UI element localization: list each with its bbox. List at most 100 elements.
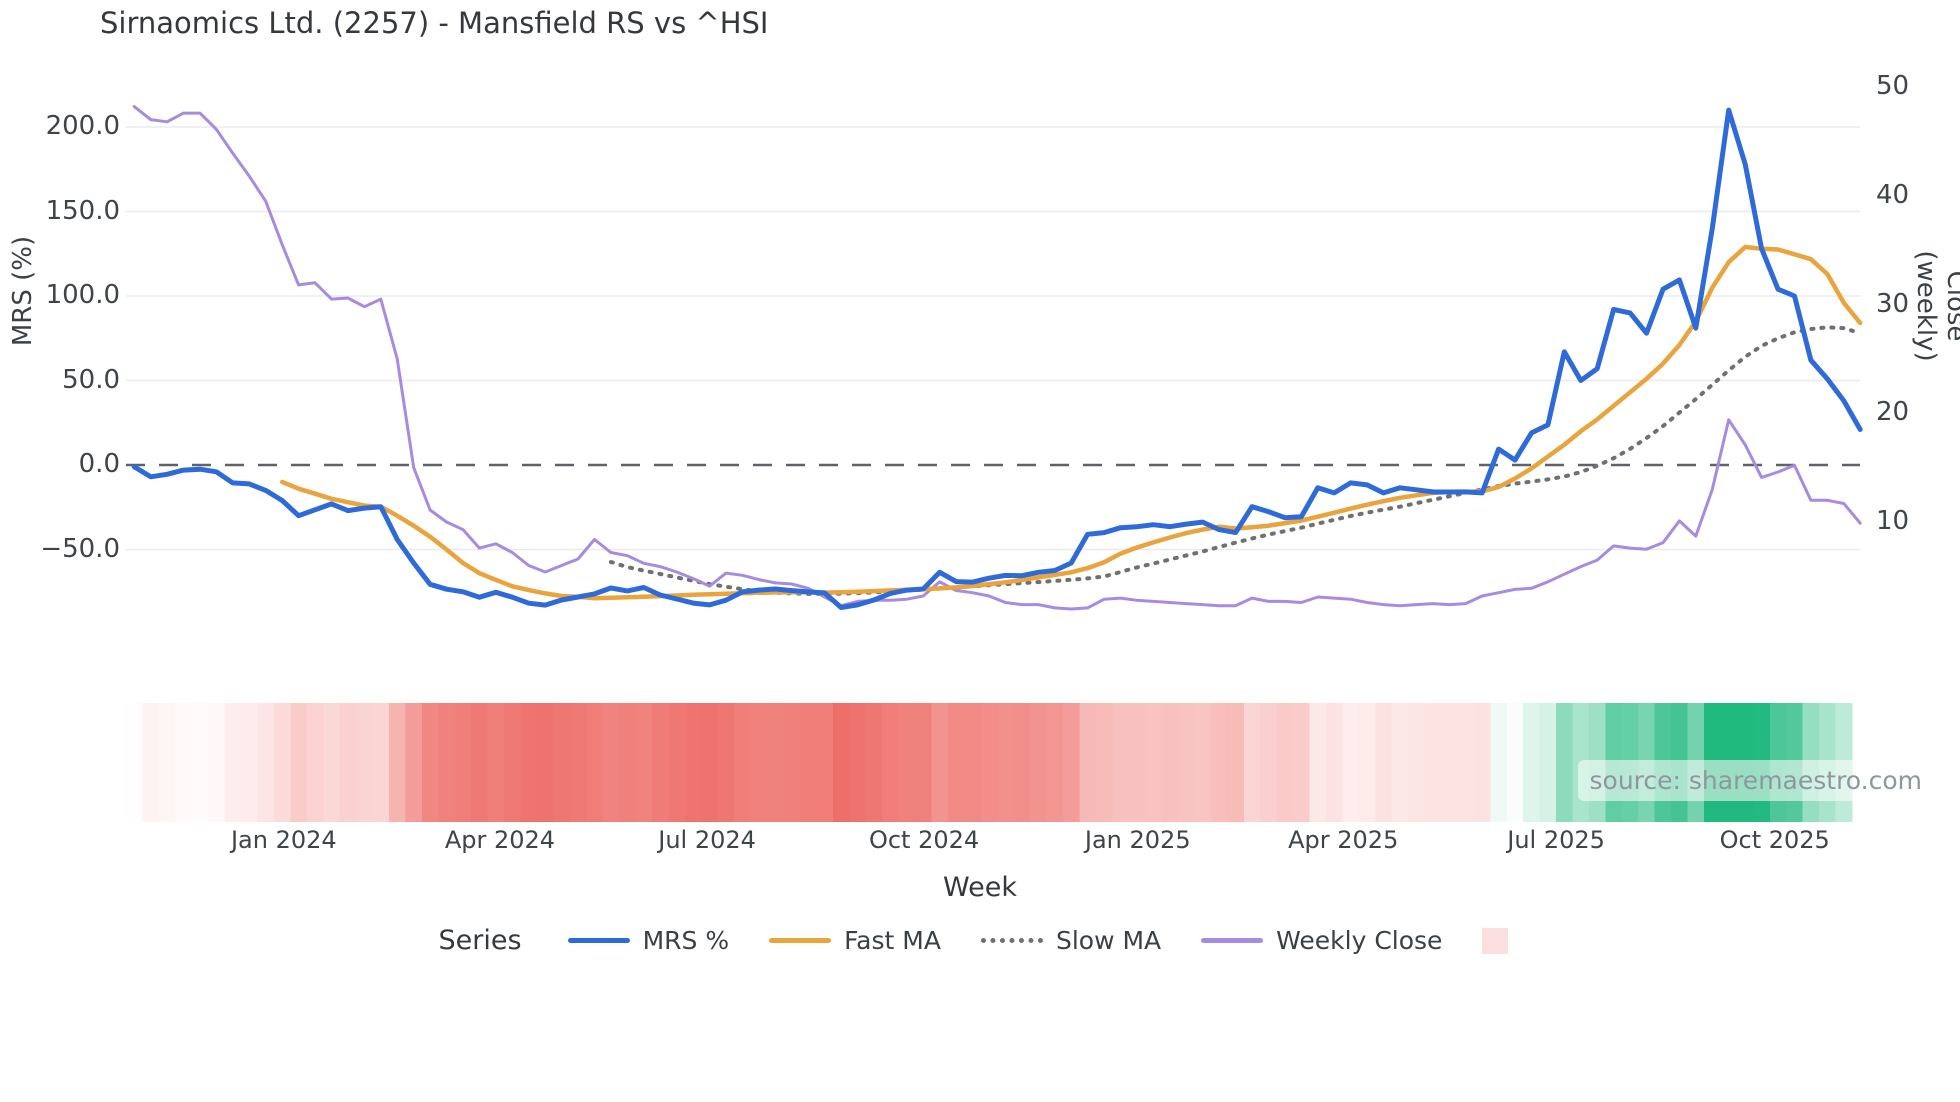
heatmap-week-stripe [1145, 703, 1163, 822]
legend-item-mrs: MRS % [567, 926, 730, 955]
heatmap-week-stripe [1342, 703, 1360, 822]
heatmap-week-stripe [1539, 703, 1557, 822]
heatmap-week-stripe [1523, 703, 1541, 822]
heatmap-week-stripe [1030, 703, 1048, 822]
series-line-weekly-close [132, 105, 1862, 611]
x-tick-label: Jan 2025 [1084, 826, 1191, 854]
x-tick-label: Jul 2025 [1507, 826, 1605, 854]
heatmap-week-stripe [997, 703, 1015, 822]
heatmap-week-stripe [1112, 703, 1130, 822]
heatmap-week-stripe [1408, 703, 1426, 822]
heatmap-week-stripe [882, 703, 900, 822]
left-tick-label: 0.0 [78, 449, 120, 479]
heatmap-week-stripe [652, 703, 669, 822]
heatmap-week-stripe [1326, 703, 1343, 822]
heatmap-week-stripe [816, 703, 834, 822]
right-tick-label: 20 [1876, 397, 1910, 428]
legend-label: Weekly Close [1276, 926, 1443, 955]
heatmap-week-stripe [701, 703, 719, 822]
heatmap-week-stripe [1309, 703, 1327, 822]
heatmap-week-stripe [684, 703, 702, 822]
heatmap-week-stripe [931, 703, 949, 822]
heatmap-week-stripe [405, 703, 423, 822]
heatmap-week-stripe [1194, 703, 1212, 822]
series-line-mrs [131, 107, 1863, 610]
heatmap-week-stripe [487, 703, 505, 822]
weekly-close-line-swatch-icon [1201, 938, 1264, 943]
heatmap-week-stripe [356, 703, 374, 822]
heatmap-week-stripe [767, 703, 785, 822]
legend-item-heatmap [1482, 927, 1521, 954]
heatmap-week-stripe [865, 703, 883, 822]
heatmap-week-stripe [1375, 703, 1393, 822]
heatmap-week-stripe [1046, 703, 1064, 822]
heatmap-week-stripe [1243, 703, 1261, 822]
left-tick-label: 50.0 [62, 364, 120, 395]
heatmap-week-stripe [1210, 703, 1228, 822]
heatmap-week-stripe [569, 703, 587, 822]
left-tick-label: 200.0 [45, 111, 120, 141]
heatmap-week-stripe [586, 703, 604, 822]
heatmap-week-stripe [964, 703, 982, 822]
heatmap-week-stripe [372, 703, 390, 822]
heatmap-week-stripe [915, 703, 932, 822]
series-line-slow-ma [608, 325, 1863, 596]
legend-item-weekly-close: Weekly Close [1201, 926, 1442, 955]
mrs-line-swatch-icon [567, 938, 630, 943]
left-tick-label: 100.0 [45, 280, 120, 310]
heatmap-week-stripe [1490, 703, 1508, 822]
fast-ma-line-swatch-icon [769, 938, 832, 943]
heatmap-week-stripe [1556, 703, 1574, 822]
heatmap-week-stripe [241, 703, 259, 822]
heatmap-week-stripe [832, 703, 850, 822]
legend: Series MRS % Fast MA Slow MA Weekly Clos… [0, 925, 1960, 956]
heatmap-week-stripe [175, 703, 193, 822]
heatmap-week-stripe [553, 703, 571, 822]
source-watermark: source: sharemaestro.com [1577, 760, 1934, 801]
right-tick-label: 10 [1876, 506, 1910, 536]
heatmap-week-stripe [1095, 703, 1113, 822]
heatmap-week-stripe [635, 703, 653, 822]
heatmap-swatch-icon [1482, 927, 1509, 954]
heatmap-week-stripe [1506, 703, 1524, 822]
heatmap-week-stripe [454, 703, 472, 822]
heatmap-week-stripe [1276, 703, 1294, 822]
heatmap-week-stripe [1260, 703, 1278, 822]
heatmap-week-stripe [306, 703, 324, 822]
heatmap-week-stripe [1013, 703, 1031, 822]
series-line-fast-ma [279, 244, 1863, 601]
heatmap-week-stripe [142, 703, 160, 822]
heatmap-week-stripe [537, 703, 554, 822]
left-tick-label: 150.0 [45, 195, 120, 226]
heatmap-week-stripe [717, 703, 735, 822]
heatmap-week-stripe [783, 703, 801, 822]
legend-label: MRS % [642, 926, 730, 955]
left-tick-label: −50.0 [40, 533, 120, 564]
heatmap-week-stripe [1424, 703, 1442, 822]
heatmap-week-stripe [224, 703, 242, 822]
heatmap-week-stripe [389, 703, 406, 822]
heatmap-week-stripe [471, 703, 489, 822]
heatmap-week-stripe [947, 703, 965, 822]
legend-label: Slow MA [1055, 926, 1162, 955]
heatmap-week-stripe [1457, 703, 1475, 822]
heatmap-week-stripe [1473, 703, 1491, 822]
heatmap-week-stripe [158, 703, 176, 822]
heatmap-week-stripe [602, 703, 620, 822]
heatmap-week-stripe [126, 703, 143, 822]
heatmap-week-stripe [1063, 703, 1080, 822]
x-tick-label: Jan 2024 [230, 826, 337, 854]
heatmap-week-stripe [1441, 703, 1458, 822]
heatmap-week-stripe [1227, 703, 1245, 822]
heatmap-week-stripe [980, 703, 998, 822]
right-tick-label: 40 [1876, 179, 1910, 210]
heatmap-week-stripe [898, 703, 916, 822]
chart-title: Sirnaomics Ltd. (2257) - Mansfield RS vs… [100, 6, 769, 40]
heatmap-week-stripe [520, 703, 538, 822]
heatmap-week-stripe [1293, 703, 1311, 822]
heatmap-week-stripe [800, 703, 817, 822]
right-tick-label: 50 [1876, 71, 1910, 101]
heatmap-week-stripe [1391, 703, 1409, 822]
heatmap-week-stripe [1161, 703, 1179, 822]
x-tick-label: Apr 2025 [1288, 826, 1399, 854]
